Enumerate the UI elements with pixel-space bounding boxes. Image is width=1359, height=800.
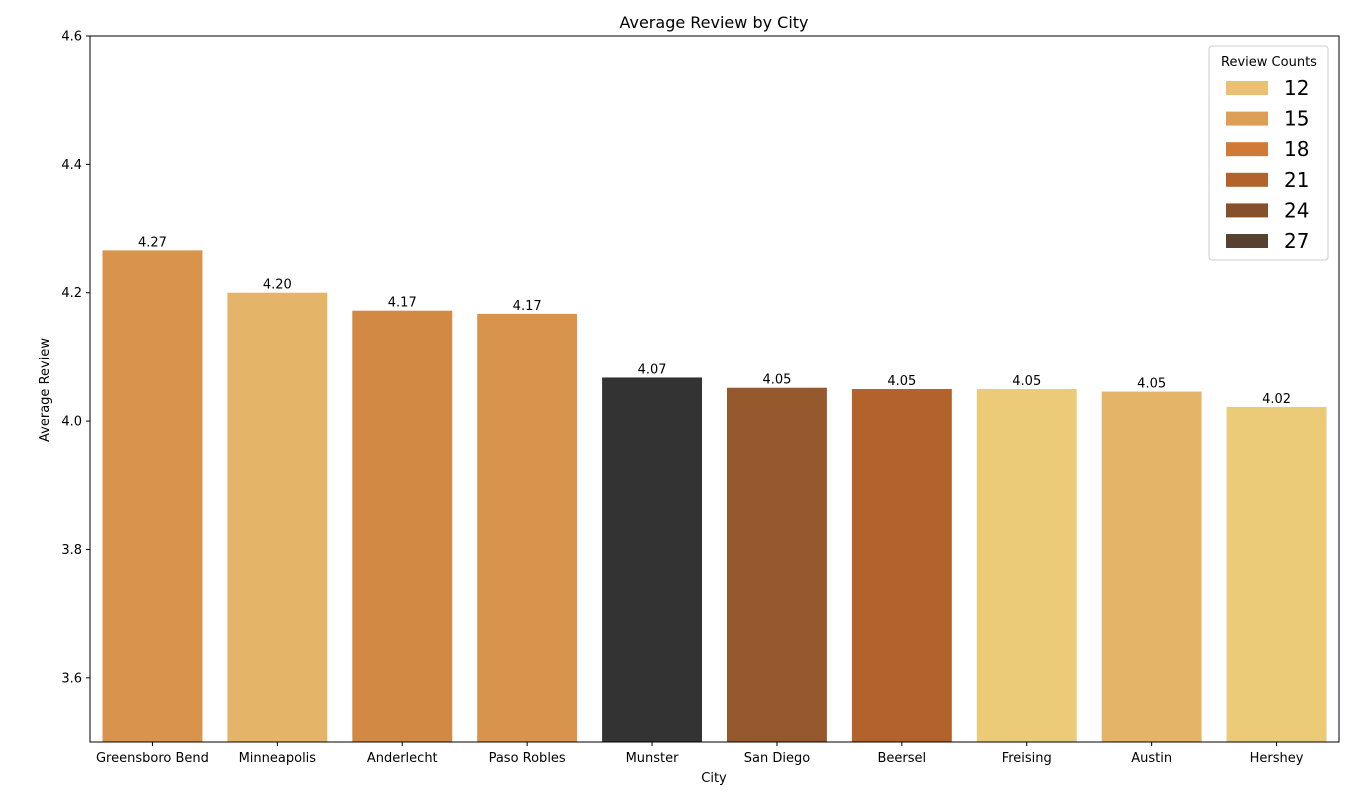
bar	[477, 313, 578, 742]
y-tick-label: 4.4	[61, 158, 82, 173]
y-axis: 3.6 3.8 4.0 4.2 4.4 4.6	[61, 30, 90, 686]
legend-swatch	[1226, 234, 1268, 248]
legend-label: 12	[1284, 76, 1309, 100]
bar	[602, 377, 703, 742]
x-tick-label: Beersel	[878, 751, 927, 766]
bar	[851, 389, 952, 742]
chart-title: Average Review by City	[619, 13, 808, 32]
x-tick-label: Austin	[1131, 751, 1172, 766]
bar-value-label: 4.05	[1137, 377, 1166, 392]
legend-swatch	[1226, 172, 1268, 187]
y-tick-label: 4.0	[61, 415, 82, 430]
x-tick-label: Minneapolis	[239, 751, 317, 766]
x-axis-title: City	[701, 771, 727, 786]
legend-swatch	[1226, 203, 1268, 218]
bar-value-label: 4.20	[263, 278, 292, 293]
legend-label: 15	[1284, 107, 1309, 131]
x-tick-label: Anderlecht	[367, 751, 438, 766]
legend-swatch	[1226, 142, 1268, 157]
y-tick-label: 4.2	[61, 286, 82, 301]
legend-swatch	[1226, 111, 1268, 126]
x-tick-label: San Diego	[744, 751, 810, 766]
bar-value-label: 4.05	[762, 373, 791, 388]
y-tick-label: 3.6	[61, 671, 82, 686]
bar	[227, 292, 328, 742]
y-axis-title: Average Review	[38, 338, 53, 442]
legend-entries: 12 15 18 21 24 27	[1226, 76, 1309, 253]
x-tick-label: Munster	[626, 751, 680, 766]
x-tick-label: Greensboro Bend	[96, 751, 209, 766]
bar-value-label: 4.27	[138, 235, 167, 250]
y-tick-label: 3.8	[61, 543, 82, 558]
x-axis: Greensboro Bend Minneapolis Anderlecht Paso…	[96, 742, 1304, 766]
bar-value-label: 4.17	[388, 296, 417, 311]
bar-value-label: 4.17	[513, 299, 542, 314]
x-tick-label: Freising	[1002, 751, 1052, 766]
legend-label: 27	[1284, 229, 1309, 253]
bar	[976, 389, 1077, 742]
legend-swatch	[1226, 81, 1268, 95]
bar	[352, 310, 453, 742]
bar-value-label: 4.05	[1012, 374, 1041, 389]
bar-value-label: 4.05	[887, 374, 916, 389]
bar	[102, 250, 203, 742]
bar-value-label: 4.07	[638, 362, 667, 377]
x-tick-label: Paso Robles	[489, 751, 566, 766]
bar	[1101, 391, 1202, 742]
bar	[726, 387, 827, 742]
x-tick-label: Hershey	[1250, 751, 1304, 766]
legend-label: 24	[1284, 198, 1309, 222]
bars-group: 4.27 4.20 4.17 4.17 4.07 4.05 4.05 4.05 4.05 4.02	[102, 235, 1327, 742]
bar-value-label: 4.02	[1262, 392, 1291, 407]
bar	[1226, 406, 1327, 742]
legend: Review Counts 12 15 18 21 24 27	[1208, 45, 1329, 261]
plot-frame	[89, 35, 1340, 743]
legend-label: 21	[1284, 168, 1309, 192]
y-tick-label: 4.6	[61, 30, 82, 45]
legend-label: 18	[1284, 137, 1309, 161]
legend-title: Review Counts	[1221, 55, 1317, 70]
